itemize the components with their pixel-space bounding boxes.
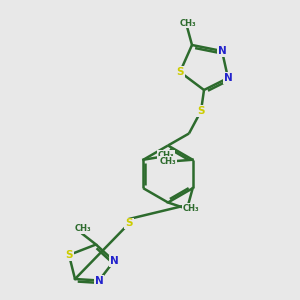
Text: S: S: [65, 250, 73, 260]
Text: S: S: [197, 106, 205, 116]
Text: N: N: [110, 256, 118, 266]
Text: S: S: [125, 218, 133, 229]
Text: S: S: [176, 67, 184, 77]
Text: N: N: [94, 275, 103, 286]
Text: CH₃: CH₃: [182, 204, 199, 213]
Text: CH₃: CH₃: [74, 224, 91, 233]
Text: CH₃: CH₃: [160, 157, 176, 166]
Text: CH₃: CH₃: [180, 19, 197, 28]
Text: N: N: [224, 73, 232, 83]
Text: CH₃: CH₃: [158, 151, 174, 160]
Text: N: N: [218, 46, 226, 56]
